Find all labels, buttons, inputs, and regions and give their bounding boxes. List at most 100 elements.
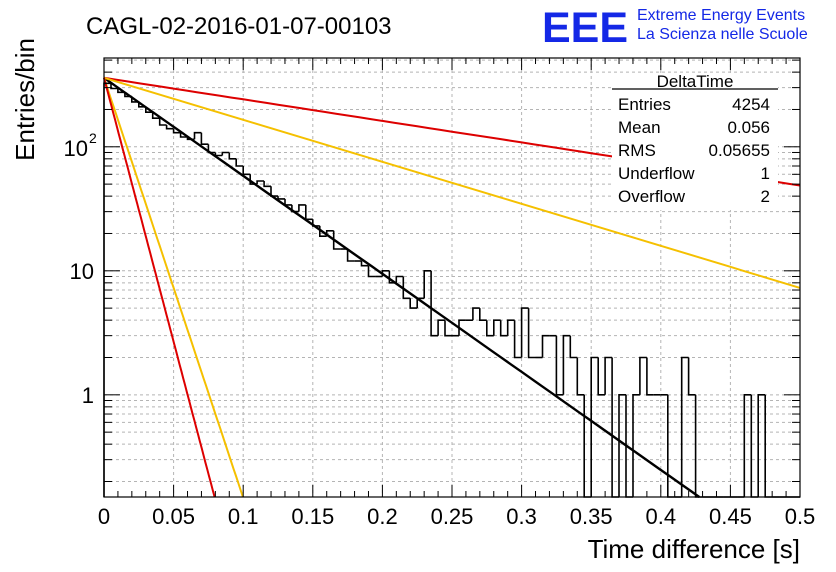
histogram-bin <box>576 357 585 396</box>
x-tick-label: 0.1 <box>228 504 259 529</box>
stats-name: DeltaTime <box>657 72 734 91</box>
x-tick-label: 0.05 <box>152 504 195 529</box>
histogram-bin <box>117 88 125 94</box>
histogram-bin <box>409 298 418 309</box>
x-tick-label: 0 <box>98 504 110 529</box>
x-axis-label: Time difference [s] <box>588 534 800 564</box>
histogram-bin <box>360 261 369 267</box>
logo-line-2: La Scienza nelle Scuole <box>637 26 808 43</box>
histogram-bin <box>569 335 578 359</box>
histogram-bin <box>110 83 118 90</box>
histogram-bin <box>597 357 606 396</box>
histogram-bin <box>395 275 404 283</box>
histogram-bin <box>277 196 285 200</box>
histogram-bin <box>319 225 327 237</box>
grid <box>104 58 800 497</box>
histogram-bin <box>305 204 313 221</box>
histogram-bin <box>479 308 487 321</box>
histogram-bin <box>249 174 258 185</box>
x-tick-label: 0.4 <box>646 504 677 529</box>
histogram-bin <box>618 394 626 497</box>
histogram-bin <box>200 132 209 145</box>
histogram-bin <box>639 356 647 395</box>
stats-value: 2 <box>761 187 770 206</box>
y-axis-label: Entries/bin <box>10 38 40 161</box>
histogram-bin <box>207 144 216 154</box>
histogram-bin <box>145 106 153 113</box>
histogram-bin <box>458 319 466 336</box>
histogram-bin <box>562 334 571 395</box>
stats-box: DeltaTime Entries 4254 Mean 0.056 RMS 0.… <box>612 72 778 210</box>
y-tick-label-exponent: 2 <box>89 130 97 146</box>
histogram-bin <box>757 394 766 497</box>
histogram-bin <box>416 297 425 309</box>
histogram-bin <box>486 320 494 337</box>
stats-value: 4254 <box>732 95 770 114</box>
eee-logo: EEE <box>542 4 628 52</box>
histogram-bin <box>499 320 508 337</box>
logo-line-1: Extreme Energy Events <box>637 7 805 24</box>
histogram-bin <box>493 319 501 336</box>
histogram-bin <box>124 92 132 98</box>
x-tick-label: 0.2 <box>367 504 398 529</box>
histogram-bin <box>430 270 439 337</box>
histogram-bin <box>193 131 202 140</box>
histogram-bin <box>228 152 237 160</box>
histogram-bin <box>186 137 195 141</box>
x-tick-label: 0.3 <box>506 504 537 529</box>
orange-upper-curve <box>103 77 244 498</box>
histogram-bin <box>284 198 292 206</box>
y-tick-label: 10 <box>70 259 94 284</box>
histogram-bin <box>632 394 640 497</box>
x-tick-label: 0.15 <box>291 504 334 529</box>
x-tick-label: 0.45 <box>709 504 752 529</box>
histogram-bin <box>325 230 334 237</box>
histogram-bin <box>214 152 223 157</box>
histogram-bin <box>472 307 480 321</box>
run-title: CAGL-02-2016-01-07-00103 <box>86 13 392 40</box>
y-tick-label: 10 <box>64 136 88 161</box>
histogram-bin <box>604 356 613 395</box>
histogram-bin <box>520 307 529 358</box>
histogram-bin <box>165 125 174 130</box>
stats-value: 1 <box>761 164 770 183</box>
histogram-bin <box>179 132 188 138</box>
histogram-bin <box>172 128 181 134</box>
histogram-bin <box>680 356 689 497</box>
histogram-bin <box>590 356 599 497</box>
x-tick-label: 0.5 <box>785 504 816 529</box>
histogram-bin <box>312 219 320 227</box>
histogram-bin <box>437 319 445 336</box>
x-tick-label: 0.25 <box>431 504 474 529</box>
y-tick-label: 1 <box>82 383 94 408</box>
stats-value: 0.056 <box>727 118 770 137</box>
histogram-bin <box>332 230 341 250</box>
histogram-bin <box>367 265 376 278</box>
histogram-bin <box>263 181 271 188</box>
histogram-bin <box>506 319 515 336</box>
histogram-bin <box>388 270 397 284</box>
red-upper-curve <box>103 77 216 498</box>
stats-label: Mean <box>618 118 661 137</box>
axes: 0 0.05 0.1 0.15 0.2 0.25 0.3 0.35 0.4 0.45 0.5 1 10 1… <box>64 57 816 529</box>
histogram-bin <box>555 335 564 396</box>
histogram-bin <box>256 180 265 185</box>
stats-label: Entries <box>618 95 671 114</box>
histogram-bin <box>158 118 167 126</box>
histogram-bin <box>151 112 160 119</box>
histogram-bin <box>235 158 244 167</box>
histogram-bin <box>402 276 411 300</box>
histogram-bin <box>743 394 752 497</box>
histogram-bin <box>381 270 390 277</box>
x-tick-label: 0.35 <box>570 504 613 529</box>
histogram-bin <box>131 96 139 103</box>
histogram-bin <box>444 320 452 337</box>
histogram-bin <box>527 308 536 359</box>
histogram-bin <box>513 320 522 359</box>
stats-label: Overflow <box>618 187 686 206</box>
histogram-bin <box>687 357 696 396</box>
stats-label: RMS <box>618 141 656 160</box>
histogram-bin <box>346 249 355 262</box>
orange-lower-curve <box>103 76 801 289</box>
histogram-bin <box>298 204 306 212</box>
